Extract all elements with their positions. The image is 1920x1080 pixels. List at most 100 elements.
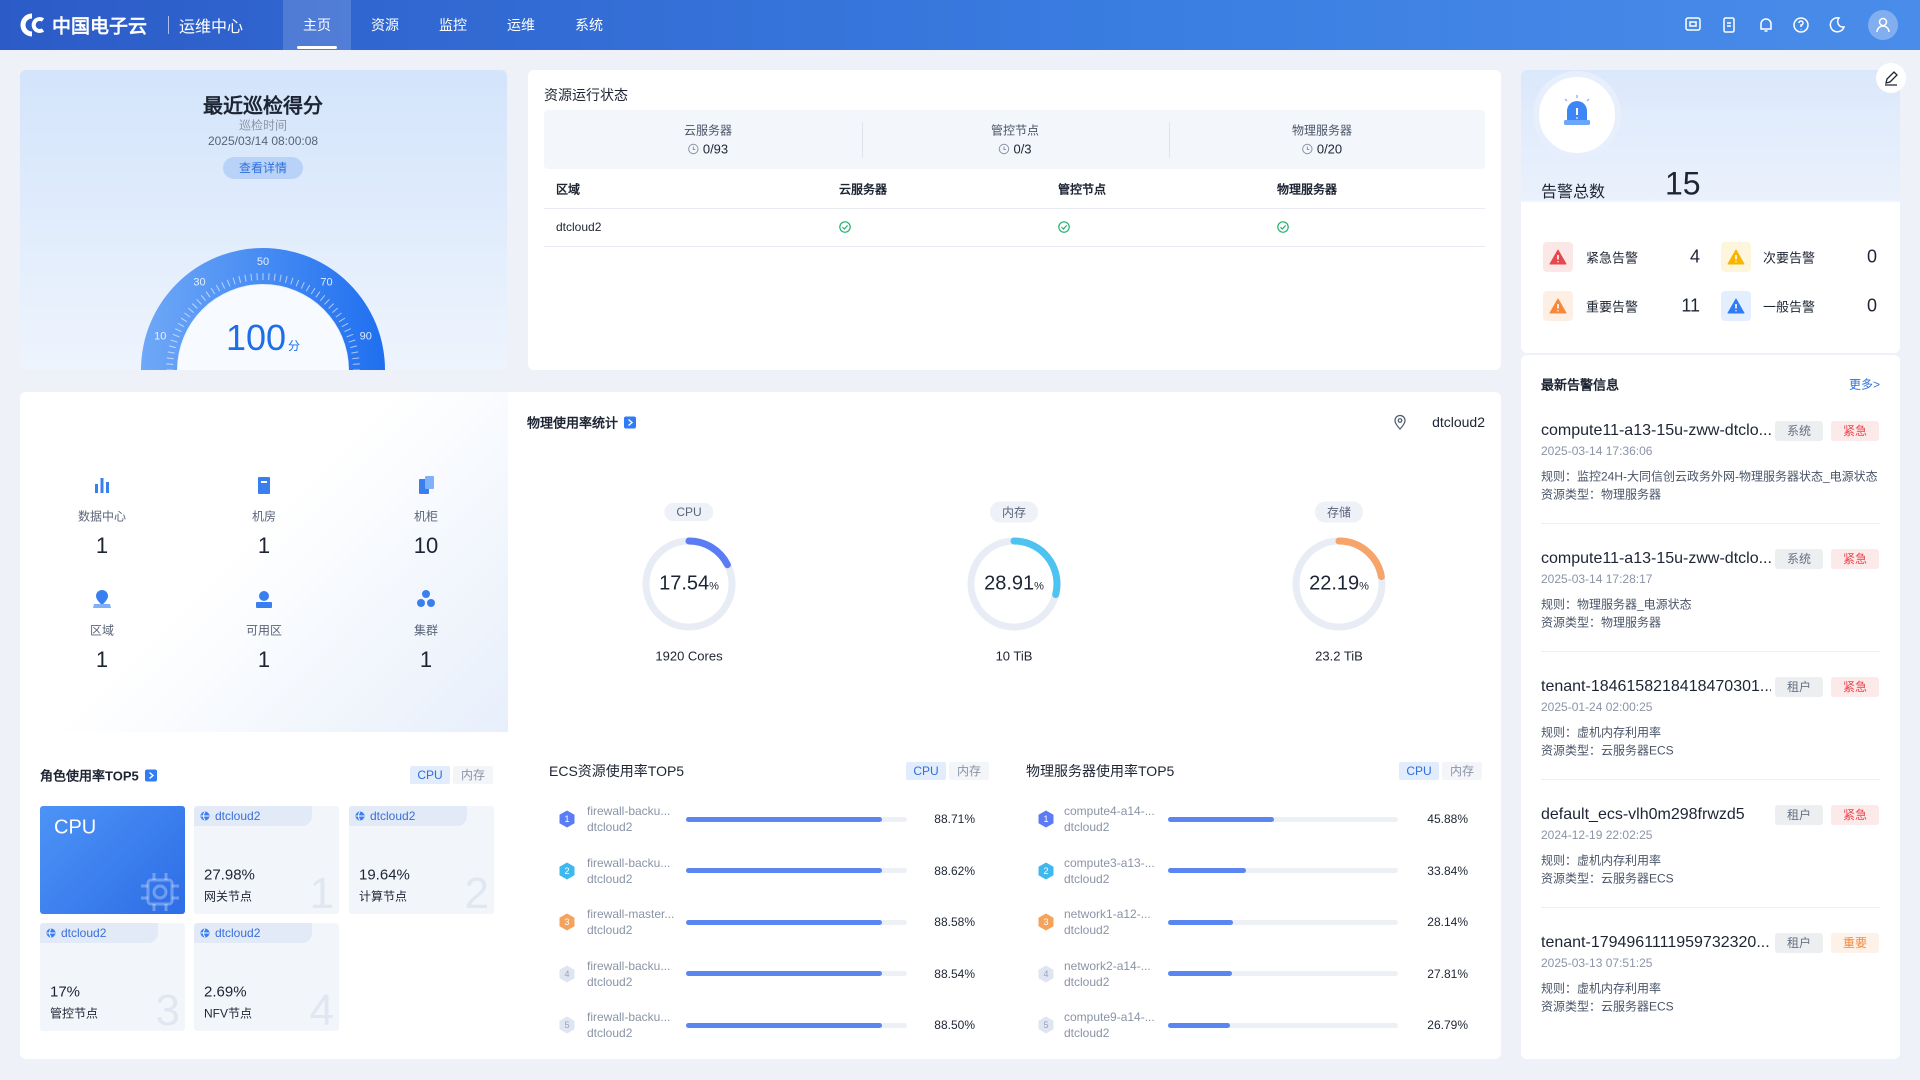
nav-item[interactable]: 系统 [575,17,603,33]
usage-bar [1168,816,1274,822]
count-icon [93,590,111,608]
icon-shape [148,771,154,779]
gauge-minor-tick [348,339,356,343]
item-divider [1541,523,1880,524]
row-value: 27.81% [1427,966,1468,981]
icon-shape [839,221,851,233]
icon-shape [100,478,104,493]
nav-item[interactable]: 主页 [303,17,331,33]
score-gauge: 10 30 50 70 90 [141,247,385,370]
row-value: 45.88% [1427,812,1468,826]
count-icon [256,591,272,608]
icon-shape [1038,862,1054,879]
level-icon [1549,298,1567,314]
alarm-total-label: 告警总数 [1541,184,1606,201]
alarm-tag: 租户 [1775,805,1823,825]
role-card: dtcloud2 19.64% 计算节点 2 [349,806,494,914]
edit-button[interactable] [1876,63,1906,93]
toolbar-icon[interactable] [1758,17,1774,33]
toolbar-icon[interactable] [1721,17,1737,33]
detail-button[interactable]: 查看详情 [223,157,303,179]
count-icon [258,477,270,494]
usage-bar [686,1022,882,1028]
more-link[interactable]: 更多> [1848,377,1880,392]
toolbar-icon[interactable] [1685,17,1701,33]
app-name: 运维中心 [179,19,244,36]
row-name: firewall-backu... [587,804,671,818]
gauge-inner [178,285,348,370]
region-icon [355,811,365,821]
icon-shape [144,769,157,781]
usage-bar [1168,971,1232,976]
score-value: 100 [225,317,287,358]
row-region: dtcloud2 [1064,1026,1110,1040]
status-ok-icon [839,221,851,233]
gauge-minor-tick [273,273,276,281]
clock-icon [688,143,699,155]
alarm-tag: 紧急 [1831,421,1879,441]
icon-shape [1061,225,1068,230]
summary-count: 0/20 [1316,141,1343,157]
row-name: compute3-a13-... [1064,855,1155,870]
tab[interactable]: CPU [906,762,946,780]
summary-box [544,110,1485,169]
bar-track [1168,868,1398,873]
score-unit: 分 [288,339,301,353]
ring-total: 10 TiB [995,648,1033,664]
rank-number: 2 [1043,865,1048,875]
ring-unit: % [709,580,719,593]
icon-shape [1038,913,1054,931]
icon-shape [96,590,108,605]
ring-percent: 17.54 [659,572,710,595]
ring-label: 存储 [1314,501,1364,523]
table-cell: dtcloud2 [556,220,602,234]
icon-shape [1394,414,1406,430]
nav-item[interactable]: 监控 [439,17,467,33]
toolbar-icon[interactable] [1829,17,1846,33]
summary-count: 0/3 [1013,141,1032,157]
region-pill [194,806,312,826]
logo-text: 中国电子云 [52,16,148,38]
icon-shape [201,928,209,938]
icon-shape [201,811,209,821]
alarm-resource: 资源类型：云服务器ECS [1541,999,1674,1014]
gauge-tick-label: 70 [320,277,332,289]
gauge-minor-tick [191,303,198,309]
tab[interactable]: CPU [410,766,450,784]
region-pill [349,806,467,826]
alarm-tag: 系统 [1775,421,1823,441]
panel-title-text: 角色使用率TOP5 [40,768,139,784]
region-icon [200,928,210,938]
region-icon [1394,414,1406,430]
title-icon[interactable] [144,769,157,781]
gauge-minor-tick [221,282,226,289]
inspection-time: 2025/03/14 08:00:08 [207,134,319,148]
nav-item[interactable]: 资源 [371,17,399,33]
tab[interactable]: 内存 [453,766,493,784]
table-rule [544,208,1485,209]
region-pill [40,923,158,943]
title-icon[interactable] [624,416,637,428]
status-ok-icon [1058,221,1070,233]
alarm-tag: 紧急 [1831,549,1879,569]
tab[interactable]: 内存 [1442,762,1482,780]
item-divider [1541,907,1880,908]
toolbar-icon[interactable] [1793,17,1809,33]
rank-number: 1 [564,814,569,824]
row-value: 28.14% [1427,915,1468,929]
role-rank: 3 [155,986,180,1031]
divider [862,122,863,158]
nav-item[interactable]: 运维 [507,17,535,33]
icon-shape [559,1016,575,1034]
alarm-tag: 紧急 [1831,677,1879,697]
resource-count-panel: 数据中心 1 机房 1 机柜 10 区域 1 可用区 1 集群 1 [20,392,509,732]
region-icon [200,811,210,821]
gauge-minor-tick [166,357,174,360]
icon-shape [1280,225,1287,230]
count-icon [417,590,435,607]
tab[interactable]: 内存 [949,762,989,780]
gauge-minor-tick [352,357,360,360]
icon-shape [1038,1016,1054,1034]
tab[interactable]: CPU [1399,762,1439,780]
alarm-rule: 规则：物理服务器_电源状态 [1541,597,1692,612]
